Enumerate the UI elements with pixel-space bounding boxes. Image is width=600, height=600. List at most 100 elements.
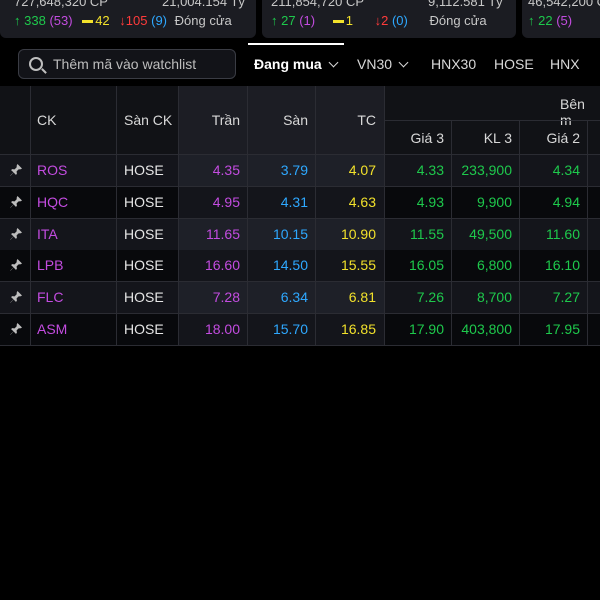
watchlist-search[interactable] bbox=[18, 49, 236, 79]
divider bbox=[315, 86, 316, 346]
symbol-cell[interactable]: FLC bbox=[37, 289, 64, 306]
index-breadth: ↑ 338 (53) 42 ↓105 (9) Đóng cửa bbox=[14, 13, 232, 28]
header-ck[interactable]: CK bbox=[37, 112, 57, 128]
ceiling-price-cell: 16.60 bbox=[204, 257, 240, 274]
header-reference[interactable]: TC bbox=[357, 112, 376, 128]
advancers-count: 338 bbox=[24, 13, 46, 28]
advancers-count: 22 bbox=[538, 13, 553, 28]
exchange-cell: HOSE bbox=[124, 162, 164, 178]
search-input[interactable] bbox=[53, 54, 233, 74]
bid-volume-3-cell: 233,900 bbox=[461, 162, 512, 178]
ceiling-price-cell: 4.95 bbox=[212, 193, 240, 210]
floor-price-cell: 3.79 bbox=[280, 162, 308, 178]
bid-price-2-cell: 4.34 bbox=[552, 162, 580, 178]
pin-icon[interactable] bbox=[9, 282, 23, 313]
table-row[interactable]: ASM HOSE 18.00 15.70 16.85 17.90 403,800 17.95 bbox=[0, 314, 600, 346]
table-row[interactable]: ITA HOSE 11.65 10.15 10.90 11.55 49,500 11.60 bbox=[0, 218, 600, 251]
header-exchange[interactable]: Sàn CK bbox=[124, 112, 173, 128]
price-columns-bg bbox=[178, 155, 384, 186]
tab-hose[interactable]: HOSE bbox=[494, 56, 534, 72]
reference-price-cell: 16.85 bbox=[340, 321, 376, 337]
pin-icon[interactable] bbox=[9, 219, 23, 250]
tab-label: VN30 bbox=[357, 56, 393, 72]
unchanged-icon bbox=[82, 20, 94, 24]
floor-count: (0) bbox=[391, 13, 408, 28]
tab-vn30[interactable]: VN30 bbox=[357, 56, 409, 72]
floor-price-cell: 6.34 bbox=[280, 289, 308, 306]
divider bbox=[116, 86, 117, 346]
divider bbox=[0, 217, 600, 219]
table-row[interactable]: FLC HOSE 7.28 6.34 6.81 7.26 8,700 7.27 bbox=[0, 282, 600, 315]
pin-icon[interactable] bbox=[9, 314, 23, 345]
pin-icon[interactable] bbox=[9, 155, 23, 186]
reference-price-cell: 4.07 bbox=[348, 162, 376, 178]
symbol-cell[interactable]: ITA bbox=[37, 225, 58, 242]
divider bbox=[0, 249, 600, 251]
price-columns-bg bbox=[178, 250, 384, 282]
ceiling-price-cell: 4.35 bbox=[212, 162, 240, 178]
divider bbox=[0, 313, 600, 315]
floor-count: (9) bbox=[151, 13, 168, 28]
reference-price-cell: 4.63 bbox=[348, 193, 376, 210]
divider bbox=[451, 121, 452, 346]
header-bid-price-3[interactable]: Giá 3 bbox=[410, 130, 444, 146]
tab-hnx30[interactable]: HNX30 bbox=[431, 56, 477, 72]
pin-icon[interactable] bbox=[9, 187, 23, 218]
arrow-up-icon: ↑ bbox=[14, 13, 21, 28]
ceiling-count: (53) bbox=[49, 13, 73, 28]
price-header-bg bbox=[178, 86, 384, 154]
symbol-cell[interactable]: LPB bbox=[37, 257, 64, 274]
search-icon bbox=[29, 57, 43, 71]
advancers-count: 27 bbox=[281, 13, 296, 28]
pin-icon[interactable] bbox=[9, 250, 23, 281]
bid-price-3-cell: 4.33 bbox=[416, 162, 444, 178]
reference-price-cell: 6.81 bbox=[348, 289, 376, 306]
divider bbox=[0, 154, 600, 155]
tab-dang-mua[interactable]: Đang mua bbox=[254, 56, 339, 72]
index-value: 9,112.581 Tỷ bbox=[428, 0, 503, 9]
floor-price-cell: 14.50 bbox=[272, 257, 308, 274]
divider bbox=[178, 86, 179, 346]
divider bbox=[0, 281, 600, 283]
bid-price-3-cell: 7.26 bbox=[416, 289, 444, 306]
ceiling-count: (1) bbox=[299, 13, 316, 28]
index-volume: 727,648,320 CP bbox=[14, 0, 108, 9]
divider bbox=[0, 345, 600, 346]
header-floor[interactable]: Sàn bbox=[283, 112, 308, 128]
price-columns-bg bbox=[178, 282, 384, 314]
symbol-cell[interactable]: ASM bbox=[37, 321, 68, 337]
index-card-vn30[interactable]: 211,854,720 CP 9,112.581 Tỷ ↑ 27 (1) 1 ↓… bbox=[262, 0, 516, 38]
header-bid-price-2[interactable]: Giá 2 bbox=[546, 130, 580, 146]
table-row[interactable]: LPB HOSE 16.60 14.50 15.55 16.05 6,800 16.10 bbox=[0, 250, 600, 283]
divider bbox=[587, 121, 588, 346]
bid-group-header bbox=[384, 86, 600, 120]
symbol-cell[interactable]: HQC bbox=[37, 193, 69, 210]
ceiling-price-cell: 7.28 bbox=[212, 289, 240, 306]
symbol-cell[interactable]: ROS bbox=[37, 162, 68, 178]
index-card-hose[interactable]: 727,648,320 CP 21,004.154 Tỷ ↑ 338 (53) … bbox=[0, 0, 256, 38]
bid-price-2-cell: 7.27 bbox=[552, 289, 580, 306]
header-bid-group: Bên m bbox=[560, 96, 585, 128]
tab-hnx[interactable]: HNX bbox=[550, 56, 580, 72]
index-volume: 211,854,720 CP bbox=[271, 0, 364, 9]
bid-price-3-cell: 4.93 bbox=[416, 193, 444, 210]
bid-price-2-cell: 16.10 bbox=[544, 257, 580, 274]
reference-price-cell: 10.90 bbox=[340, 225, 376, 242]
table-row[interactable]: ROS HOSE 4.35 3.79 4.07 4.33 233,900 4.34 bbox=[0, 155, 600, 187]
exchange-cell: HOSE bbox=[124, 321, 164, 337]
ceiling-price-cell: 18.00 bbox=[204, 321, 240, 337]
index-card-hnx[interactable]: 46,542,200 C ↑ 22 (5) bbox=[522, 0, 600, 38]
header-ceiling[interactable]: Trần bbox=[211, 112, 240, 128]
price-columns-bg bbox=[178, 314, 384, 345]
header-bid-volume-3[interactable]: KL 3 bbox=[483, 130, 512, 146]
bid-volume-3-cell: 403,800 bbox=[461, 321, 512, 337]
reference-price-cell: 15.55 bbox=[340, 257, 376, 274]
decliners-count: 105 bbox=[125, 13, 148, 28]
divider bbox=[519, 121, 520, 346]
floor-price-cell: 15.70 bbox=[272, 321, 308, 337]
decliners-count: 2 bbox=[381, 13, 389, 28]
session-status: Đóng cửa bbox=[174, 13, 232, 28]
bid-price-3-cell: 16.05 bbox=[408, 257, 444, 274]
table-row[interactable]: HQC HOSE 4.95 4.31 4.63 4.93 9,900 4.94 bbox=[0, 186, 600, 219]
bid-volume-3-cell: 6,800 bbox=[476, 257, 512, 274]
